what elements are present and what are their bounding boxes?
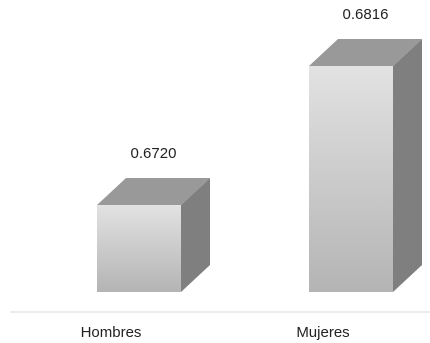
data-label: 0.6720 [131, 145, 177, 162]
bar-side-face [393, 39, 422, 292]
bar-front-face [97, 205, 181, 292]
bars-layer [97, 39, 422, 292]
bar-mujeres [309, 39, 422, 292]
bar-hombres [97, 178, 210, 292]
category-label: Hombres [81, 324, 142, 341]
bar-front-face [309, 66, 393, 292]
bar-top-face [97, 178, 210, 205]
data-label: 0.6816 [343, 6, 389, 23]
category-label: Mujeres [296, 324, 349, 341]
bar-top-face [309, 39, 422, 66]
labels-layer: 0.6720 Hombres 0.6816 Mujeres [81, 6, 389, 341]
bar-side-face [181, 178, 210, 292]
